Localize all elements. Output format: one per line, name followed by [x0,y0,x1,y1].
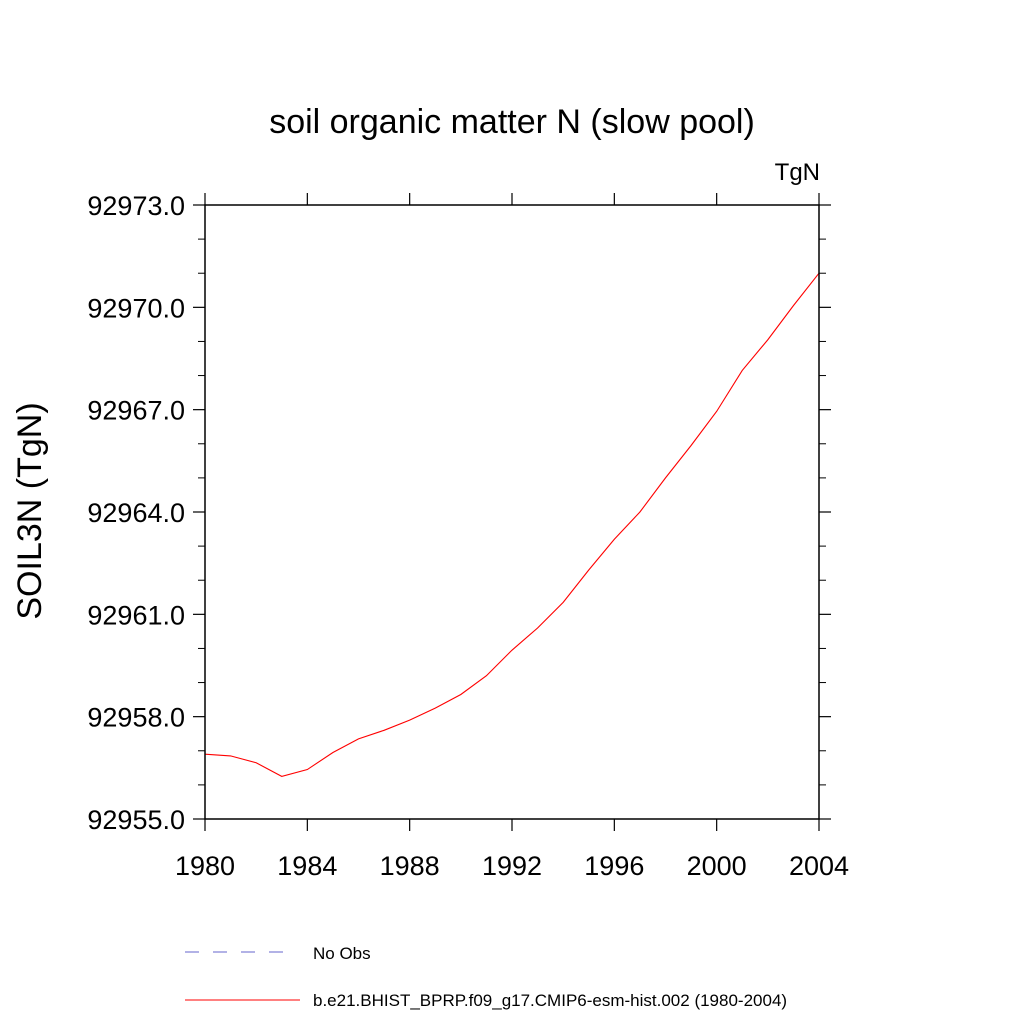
x-tick-label: 1980 [175,851,235,881]
series-line-1 [204,272,820,777]
axis-ticks [193,193,831,831]
y-tick-label: 92973.0 [87,191,185,221]
x-tick-label: 1996 [584,851,644,881]
x-tick-label: 1988 [380,851,440,881]
y-tick-label: 92967.0 [87,396,185,426]
legend-label-no-obs: No Obs [313,944,371,963]
y-axis-label: SOIL3N (TgN) [11,402,49,619]
legend-label-model: b.e21.BHIST_BPRP.f09_g17.CMIP6-esm-hist.… [313,991,787,1010]
y-tick-label: 92970.0 [87,293,185,323]
units-label: TgN [775,159,820,186]
chart-title: soil organic matter N (slow pool) [269,103,755,141]
y-tick-label: 92964.0 [87,498,185,528]
x-tick-label: 2000 [687,851,747,881]
y-tick-label: 92958.0 [87,703,185,733]
x-tick-label: 1984 [277,851,337,881]
plot-series [204,272,820,777]
y-tick-label: 92961.0 [87,600,185,630]
y-tick-label: 92955.0 [87,805,185,835]
x-tick-label: 2004 [789,851,849,881]
x-tick-label: 1992 [482,851,542,881]
legend: No Obs b.e21.BHIST_BPRP.f09_g17.CMIP6-es… [185,944,787,1010]
y-tick-labels: 92955.0 92958.0 92961.0 92964.0 92967.0 92970… [87,191,185,835]
x-tick-labels: 1980 1984 1988 1992 1996 2000 2004 [175,851,849,881]
plot-frame [204,204,820,820]
